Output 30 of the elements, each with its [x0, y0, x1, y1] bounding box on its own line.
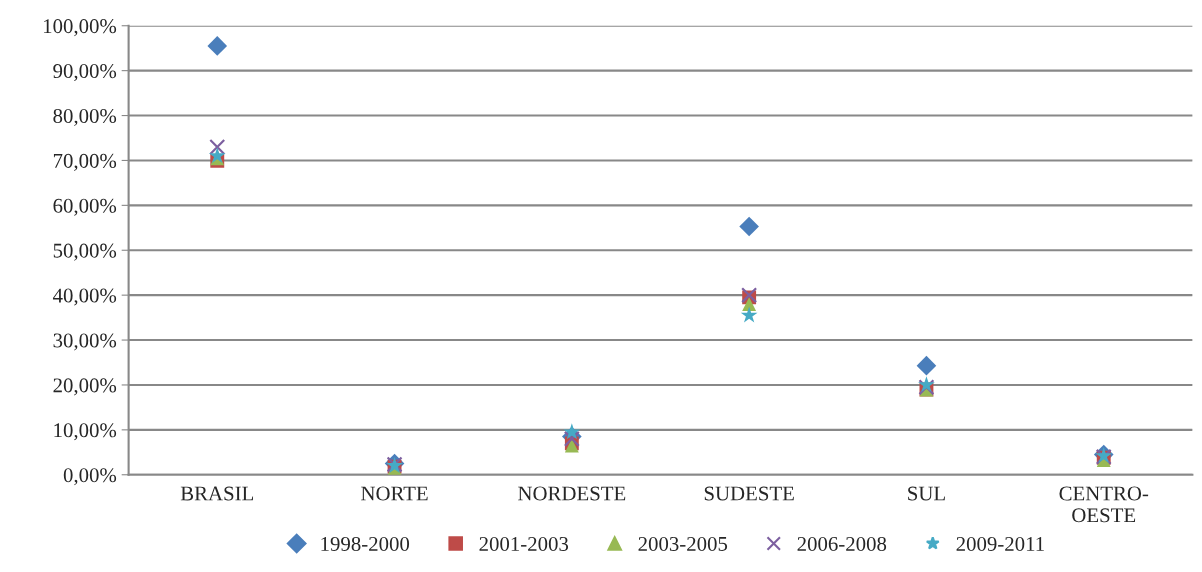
x-tick-label: SUDESTE — [704, 486, 794, 501]
x-tick-label: NORTE — [361, 486, 428, 501]
y-tick-label: 0,00% — [63, 468, 117, 486]
x-tick-label: BRASIL — [180, 486, 254, 501]
y-tick-label: 80,00% — [53, 108, 117, 126]
x-tick-label: NORDESTE — [518, 486, 626, 501]
x-tick-label: SUL — [908, 486, 945, 501]
legend-label: 1998-2000 — [321, 536, 410, 551]
y-tick-label: 30,00% — [53, 333, 117, 351]
point — [563, 423, 581, 440]
point — [208, 147, 226, 164]
y-tick-label: 100,00% — [44, 19, 117, 37]
legend-label: 2001-2003 — [479, 536, 569, 551]
y-tick-label: 20,00% — [53, 378, 117, 396]
point — [739, 216, 759, 237]
y-tick-label: 50,00% — [53, 243, 117, 261]
legend-label: 2009-2011 — [956, 536, 1044, 551]
y-tick-label: 40,00% — [52, 288, 117, 306]
y-tick-label: 60,00% — [53, 198, 117, 216]
x-tick-label: CENTRO- OESTE — [1059, 486, 1149, 523]
point — [207, 36, 228, 56]
legend-label: 2006-2008 — [797, 536, 887, 551]
y-tick-label: 90,00% — [53, 64, 117, 82]
point — [209, 138, 226, 156]
point — [740, 306, 758, 323]
point — [916, 355, 937, 376]
point — [742, 297, 757, 312]
legend-label: 2003-2005 — [638, 536, 728, 551]
y-tick-label: 10,00% — [54, 423, 117, 441]
y-tick-label: 70,00% — [53, 153, 117, 171]
